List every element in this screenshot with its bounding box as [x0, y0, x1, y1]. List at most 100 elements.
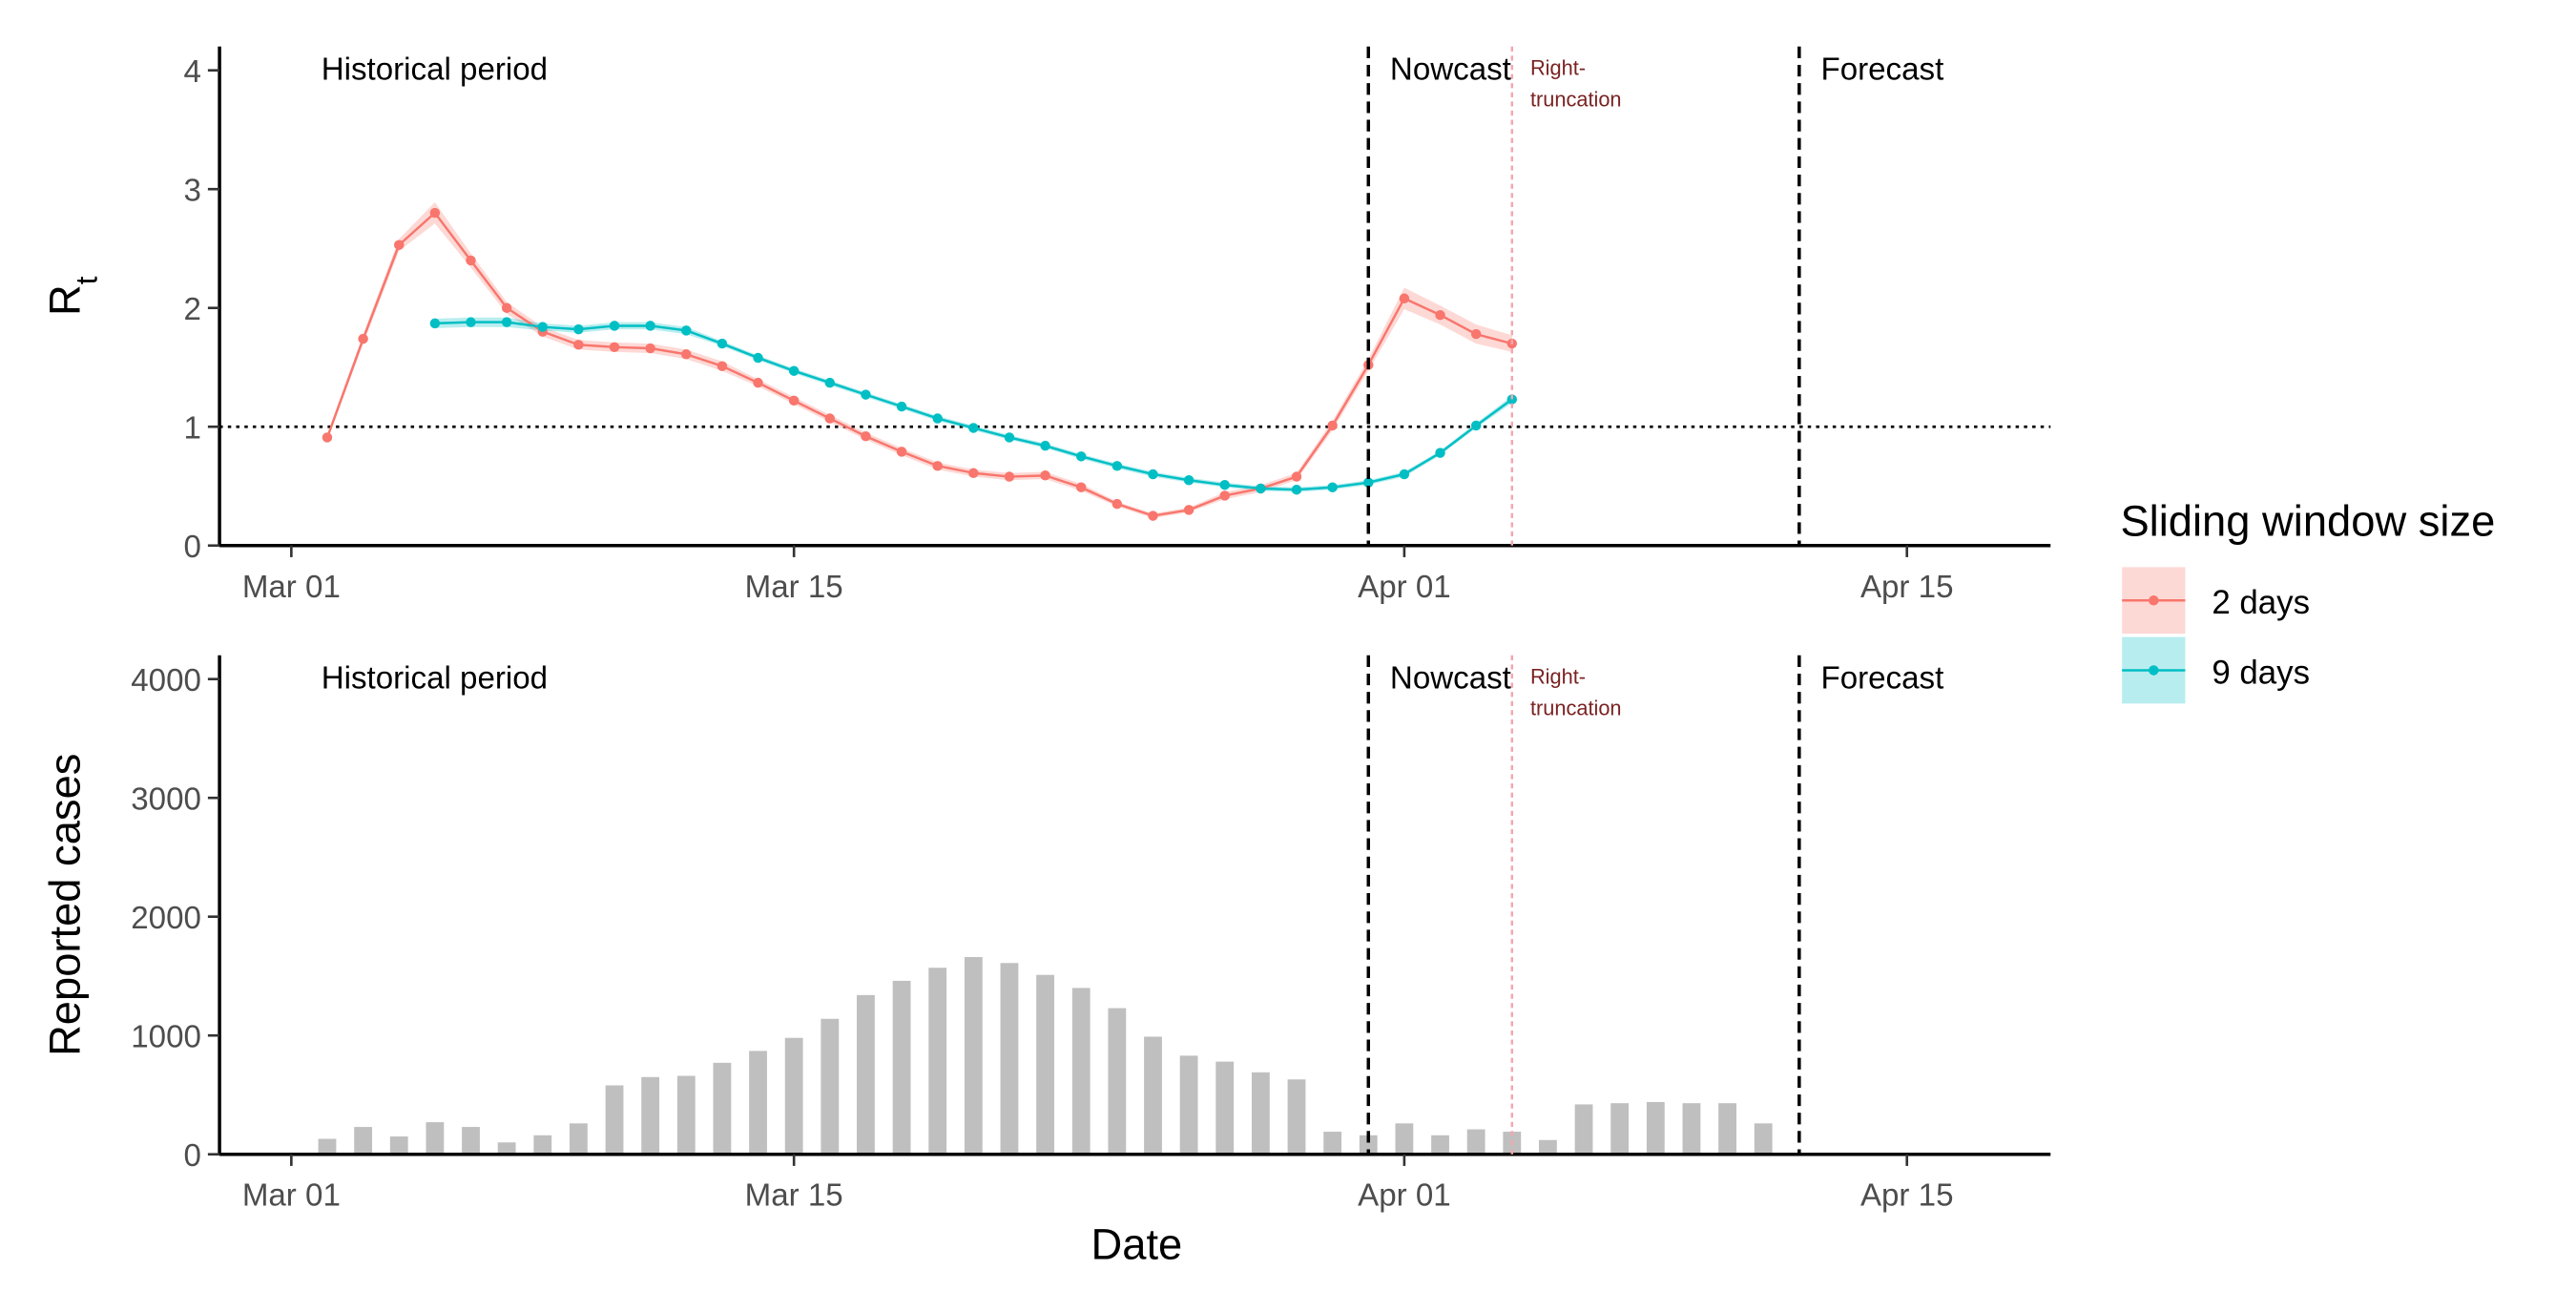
- series-point-9-days: [968, 423, 979, 433]
- series-point-2-days: [1183, 505, 1195, 515]
- cases-region-label-right-truncation: Right-: [1530, 664, 1586, 688]
- rt-region-label-right-truncation: Right-: [1530, 55, 1586, 79]
- legend-key-9-days-point: [2149, 665, 2159, 676]
- series-point-2-days: [358, 333, 368, 344]
- legend-key-2-days-point: [2149, 595, 2159, 606]
- series-point-9-days: [609, 321, 620, 331]
- series-point-9-days: [1183, 475, 1195, 486]
- series-point-2-days: [1148, 510, 1158, 521]
- series-point-2-days: [1111, 498, 1123, 510]
- cases-x-tick-label: Apr 15: [1860, 1178, 1954, 1214]
- rt-x-tick-label: Mar 15: [745, 570, 843, 605]
- series-point-9-days: [1004, 432, 1015, 443]
- series-point-2-days: [466, 255, 476, 266]
- cases-bar: [676, 1075, 696, 1153]
- rt-x-tick-label: Apr 01: [1358, 570, 1451, 605]
- rt-y-tick-label: 2: [183, 292, 200, 327]
- cases-y-tick-label: 0: [183, 1138, 200, 1174]
- cases-bar: [928, 968, 947, 1153]
- series-point-9-days: [1075, 451, 1087, 462]
- series-point-9-days: [681, 325, 692, 336]
- cases-bar: [1574, 1104, 1593, 1153]
- series-point-2-days: [394, 239, 405, 250]
- series-point-9-days: [788, 365, 800, 376]
- cases-bar: [749, 1051, 767, 1153]
- legend-item-9-days: 9 days: [2122, 636, 2310, 704]
- series-point-9-days: [1148, 469, 1158, 480]
- series-point-2-days: [1399, 293, 1410, 303]
- rt-x-tick-label: Mar 01: [242, 570, 341, 605]
- cases-bar: [462, 1127, 480, 1153]
- series-point-2-days: [1470, 328, 1482, 340]
- series-point-2-days: [429, 207, 441, 219]
- series-point-9-days: [861, 389, 871, 400]
- cases-bar: [1466, 1129, 1485, 1153]
- rt-region-label-nowcast: Nowcast: [1390, 52, 1511, 88]
- cases-bar: [533, 1135, 552, 1153]
- cases-bar: [1108, 1008, 1127, 1153]
- cases-bar: [1071, 988, 1091, 1153]
- cases-bar: [1179, 1055, 1198, 1153]
- cases-bar: [1754, 1123, 1773, 1153]
- series-point-9-days: [537, 322, 548, 332]
- series-point-2-days: [1327, 420, 1338, 431]
- series-point-2-days: [717, 361, 728, 371]
- legend-title: Sliding window size: [2120, 496, 2495, 545]
- cases-bar: [426, 1122, 445, 1153]
- series-point-2-days: [861, 430, 871, 442]
- legend-label-2-days: 2 days: [2212, 584, 2310, 621]
- cases-bar: [1646, 1101, 1665, 1153]
- series-point-9-days: [466, 317, 476, 327]
- cases-bar: [1323, 1132, 1342, 1153]
- rt-region-label-forecast: Forecast: [1820, 52, 1943, 88]
- series-point-2-days: [896, 447, 907, 457]
- cases-bar: [1000, 963, 1019, 1153]
- cases-bar: [1036, 974, 1054, 1153]
- cases-bar: [1431, 1135, 1449, 1153]
- cases-bar: [821, 1018, 840, 1153]
- cases-bar: [389, 1136, 408, 1153]
- cases-bar: [1215, 1061, 1235, 1153]
- series-point-9-days: [1291, 484, 1302, 495]
- series-point-9-days: [896, 401, 907, 412]
- rt-y-tick-label: 0: [183, 530, 200, 565]
- cases-y-tick-label: 4000: [131, 663, 201, 698]
- series-point-9-days: [429, 318, 441, 329]
- cases-x-tick-label: Apr 01: [1358, 1178, 1451, 1214]
- cases-region-label-nowcast: Nowcast: [1390, 661, 1511, 697]
- cases-region-label-historical-period: Historical period: [322, 661, 548, 697]
- rt-y-tick-label: 4: [183, 54, 200, 90]
- series-point-9-days: [1399, 469, 1410, 480]
- series-point-9-days: [753, 352, 763, 364]
- cases-bar: [964, 957, 983, 1153]
- series-point-9-days: [1040, 440, 1050, 451]
- series-line-2-days: [325, 211, 1513, 517]
- cases-region-label-right-truncation-line2: truncation: [1530, 697, 1622, 720]
- rt-region-label-right-truncation-line2: truncation: [1530, 88, 1622, 112]
- series-point-9-days: [1327, 482, 1338, 492]
- cases-bar: [1539, 1139, 1557, 1153]
- series-point-2-days: [1004, 471, 1015, 482]
- series-point-2-days: [1040, 470, 1050, 481]
- series-point-2-days: [1291, 471, 1302, 482]
- rt-region-label-historical-period: Historical period: [322, 52, 548, 88]
- legend-label-9-days: 9 days: [2212, 654, 2310, 691]
- cases-x-axis-title: Date: [1091, 1220, 1183, 1269]
- cases-y-tick-label: 1000: [131, 1019, 201, 1054]
- series-point-2-days: [753, 377, 763, 388]
- series-point-9-days: [932, 413, 943, 424]
- cases-bar: [1682, 1103, 1701, 1153]
- series-point-2-days: [932, 461, 943, 471]
- cases-bar: [1287, 1079, 1306, 1153]
- series-point-9-days: [645, 321, 655, 331]
- series-band-2-days: [327, 201, 1512, 519]
- cases-bar: [1251, 1072, 1270, 1153]
- cases-bar: [605, 1085, 624, 1153]
- rt-x-tick-label: Apr 15: [1860, 570, 1954, 605]
- cases-y-axis-title: Reported cases: [41, 754, 90, 1056]
- series-point-2-days: [1435, 309, 1445, 321]
- cases-bar: [354, 1127, 373, 1153]
- cases-bar: [784, 1037, 803, 1153]
